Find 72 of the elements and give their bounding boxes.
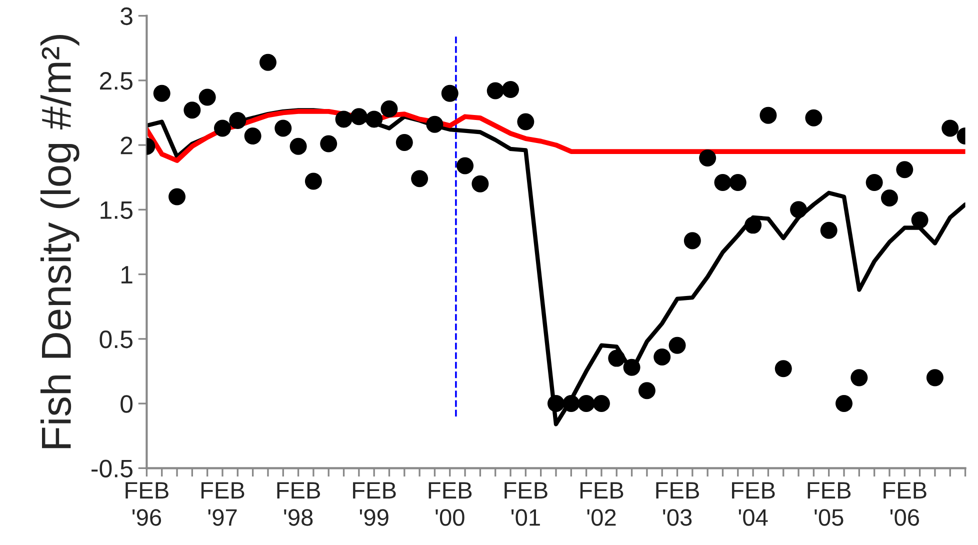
point [744, 216, 762, 234]
point [774, 360, 792, 378]
point [184, 102, 201, 119]
y-tick-label: 3 [120, 7, 132, 26]
point [699, 149, 716, 166]
point [441, 84, 458, 102]
y-tick-label: 2.5 [100, 72, 132, 90]
point [547, 395, 564, 412]
point [426, 116, 444, 133]
point [411, 170, 428, 188]
point [684, 232, 701, 250]
x-tick-label: FEB '02 [580, 482, 624, 526]
point [926, 369, 944, 386]
x-tick-label: FEB '96 [126, 482, 168, 526]
point [486, 82, 504, 100]
point [942, 120, 959, 137]
point [760, 106, 777, 124]
point [380, 100, 398, 118]
point [153, 84, 170, 102]
point [304, 172, 322, 190]
x-tick-label: FEB '97 [201, 482, 244, 526]
point [290, 138, 307, 155]
y-axis-title: Fish Density (log #/m²) [40, 35, 80, 448]
point [714, 174, 732, 192]
point [396, 134, 413, 151]
point [168, 188, 186, 206]
point [456, 157, 474, 174]
point [502, 80, 520, 98]
point [850, 369, 868, 386]
point [472, 175, 489, 192]
point [244, 127, 262, 145]
point [578, 395, 595, 412]
x-tick-label: FEB '06 [884, 482, 926, 526]
point [214, 120, 231, 137]
point [638, 382, 656, 400]
x-tick-label: FEB '05 [808, 482, 851, 526]
x-tick-label: FEB '01 [504, 482, 548, 526]
point [229, 112, 246, 129]
y-tick-label: 1 [122, 266, 132, 284]
point [866, 174, 883, 192]
x-tick-label: FEB '03 [656, 482, 699, 526]
point [366, 110, 383, 128]
point [517, 113, 534, 130]
point [896, 161, 914, 178]
point [198, 88, 216, 106]
x-tick-label: FEB '98 [277, 482, 320, 526]
point [654, 348, 671, 366]
y-tick-label: 2 [120, 136, 132, 154]
point [350, 108, 368, 126]
x-tick-label: FEB '00 [428, 482, 472, 526]
point [836, 395, 853, 412]
y-tick-label: 0 [120, 395, 133, 413]
point [880, 190, 898, 207]
point [562, 395, 580, 412]
x-tick-label: FEB '99 [353, 482, 396, 526]
point [320, 135, 338, 152]
point [623, 358, 640, 376]
x-tick-label: FEB '04 [732, 482, 775, 526]
point [820, 222, 838, 239]
point [668, 336, 686, 354]
y-tick-label: -0.5 [92, 460, 132, 478]
point [608, 350, 626, 367]
point [592, 395, 610, 412]
y-tick-label: 0.5 [100, 330, 132, 348]
point [805, 109, 822, 126]
point [259, 54, 276, 71]
point [911, 212, 928, 229]
y-tick-label: 1.5 [100, 202, 132, 219]
point [274, 120, 292, 137]
point [335, 110, 352, 128]
point [729, 174, 746, 192]
point [790, 201, 808, 218]
